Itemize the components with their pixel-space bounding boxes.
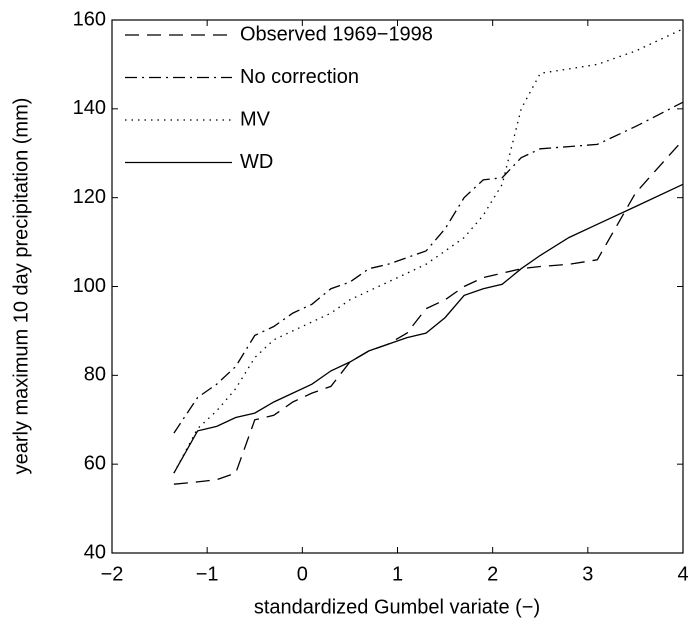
x-axis-label: standardized Gumbel variate (−) bbox=[254, 596, 540, 618]
series-line bbox=[173, 139, 684, 485]
x-tick-label: 0 bbox=[297, 563, 308, 585]
y-tick-label: 140 bbox=[73, 97, 106, 119]
plot-frame bbox=[111, 19, 684, 554]
legend-label: WD bbox=[240, 151, 273, 173]
x-tick-label: 2 bbox=[487, 563, 498, 585]
y-tick-label: 60 bbox=[84, 452, 106, 474]
y-tick-label: 80 bbox=[84, 364, 106, 386]
y-tick-label: 40 bbox=[84, 541, 106, 563]
y-tick-label: 120 bbox=[73, 186, 106, 208]
x-tick-label: 3 bbox=[582, 563, 593, 585]
x-tick-label: 1 bbox=[392, 563, 403, 585]
x-tick-label: 4 bbox=[677, 563, 688, 585]
x-tick-label: −2 bbox=[101, 563, 124, 585]
y-tick-label: 160 bbox=[73, 8, 106, 30]
y-axis-label: yearly maximum 10 day precipitation (mm) bbox=[10, 98, 32, 475]
x-tick-label: −1 bbox=[196, 563, 219, 585]
series-line bbox=[173, 28, 684, 474]
legend-label: No correction bbox=[240, 66, 359, 88]
series-line bbox=[173, 101, 684, 434]
series-line bbox=[173, 183, 684, 474]
legend-label: Observed 1969−1998 bbox=[240, 23, 433, 45]
legend-label: MV bbox=[240, 108, 271, 130]
y-tick-label: 100 bbox=[73, 275, 106, 297]
